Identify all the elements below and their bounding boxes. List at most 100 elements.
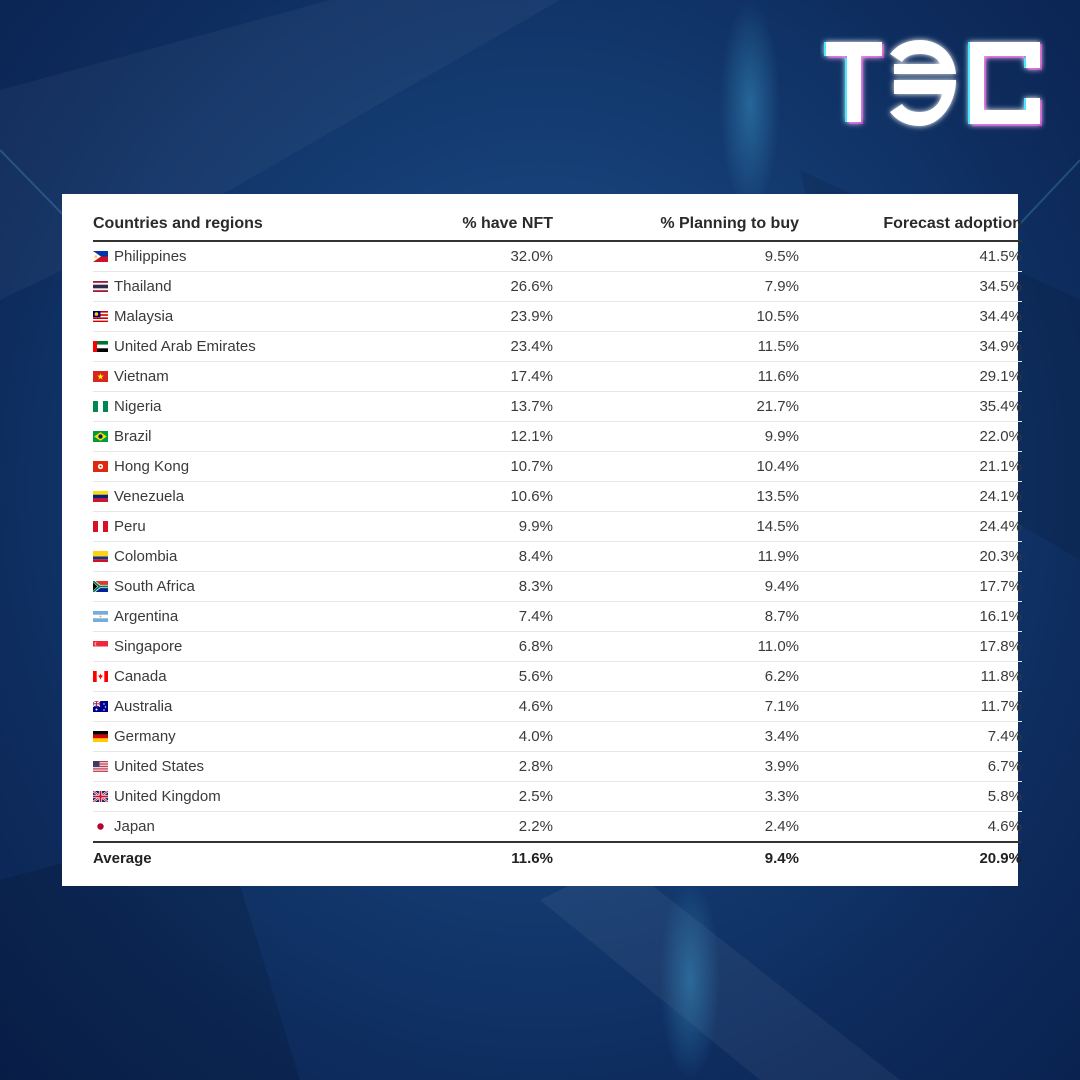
country-name: Peru [114, 518, 146, 535]
forecast-adoption-cell: 29.1% [799, 361, 1022, 392]
forecast-adoption-cell: 21.1% [799, 451, 1022, 482]
hong-kong-flag-icon [93, 461, 108, 472]
country-cell: Colombia [93, 541, 393, 572]
table-row: Hong Kong 10.7% 10.4% 21.1% [93, 451, 1022, 482]
have-nft-cell: 8.4% [393, 541, 553, 572]
planning-to-buy-cell: 11.5% [553, 331, 799, 362]
header-forecast-adoption: Forecast adoption [799, 208, 1022, 242]
country-name: Vietnam [114, 368, 169, 385]
table-row: Malaysia 23.9% 10.5% 34.4% [93, 301, 1022, 332]
country-name: Canada [114, 668, 167, 685]
table-row: United States 2.8% 3.9% 6.7% [93, 751, 1022, 782]
planning-to-buy-cell: 9.5% [553, 241, 799, 272]
australia-flag-icon [93, 701, 108, 712]
average-planning-to-buy: 9.4% [553, 841, 799, 873]
country-name: Australia [114, 698, 173, 715]
forecast-adoption-cell: 16.1% [799, 601, 1022, 632]
country-name: Thailand [114, 278, 172, 295]
forecast-adoption-cell: 5.8% [799, 781, 1022, 812]
have-nft-cell: 10.6% [393, 481, 553, 512]
planning-to-buy-cell: 9.9% [553, 421, 799, 452]
have-nft-cell: 5.6% [393, 661, 553, 692]
planning-to-buy-cell: 21.7% [553, 391, 799, 422]
table-row: Canada 5.6% 6.2% 11.8% [93, 661, 1022, 692]
nft-adoption-table: Countries and regions % have NFT % Plann… [93, 208, 1022, 873]
japan-flag-icon [93, 821, 108, 832]
forecast-adoption-cell: 34.5% [799, 271, 1022, 302]
planning-to-buy-cell: 3.4% [553, 721, 799, 752]
country-name: Malaysia [114, 308, 174, 325]
planning-to-buy-cell: 13.5% [553, 481, 799, 512]
south-africa-flag-icon [93, 581, 108, 592]
table-row: United Kingdom 2.5% 3.3% 5.8% [93, 781, 1022, 812]
country-name: Brazil [114, 428, 152, 445]
forecast-adoption-cell: 11.7% [799, 691, 1022, 722]
header-countries: Countries and regions [93, 208, 393, 242]
table-row: Thailand 26.6% 7.9% 34.5% [93, 271, 1022, 302]
country-name: United Kingdom [114, 788, 221, 805]
table-row: Australia 4.6% 7.1% 11.7% [93, 691, 1022, 722]
brazil-flag-icon [93, 431, 108, 442]
country-cell: Vietnam [93, 361, 393, 392]
nigeria-flag-icon [93, 401, 108, 412]
have-nft-cell: 9.9% [393, 511, 553, 542]
table-row: Singapore 6.8% 11.0% 17.8% [93, 631, 1022, 662]
table-row: South Africa 8.3% 9.4% 17.7% [93, 571, 1022, 602]
have-nft-cell: 26.6% [393, 271, 553, 302]
average-forecast-adoption: 20.9% [799, 841, 1022, 873]
planning-to-buy-cell: 3.3% [553, 781, 799, 812]
venezuela-flag-icon [93, 491, 108, 502]
singapore-flag-icon [93, 641, 108, 652]
have-nft-cell: 13.7% [393, 391, 553, 422]
forecast-adoption-cell: 17.7% [799, 571, 1022, 602]
forecast-adoption-cell: 17.8% [799, 631, 1022, 662]
have-nft-cell: 23.9% [393, 301, 553, 332]
average-row: Average 11.6% 9.4% 20.9% [93, 841, 1022, 873]
table-row: Peru 9.9% 14.5% 24.4% [93, 511, 1022, 542]
forecast-adoption-cell: 7.4% [799, 721, 1022, 752]
country-cell: Nigeria [93, 391, 393, 422]
planning-to-buy-cell: 7.9% [553, 271, 799, 302]
have-nft-cell: 4.6% [393, 691, 553, 722]
thailand-flag-icon [93, 281, 108, 292]
country-cell: Hong Kong [93, 451, 393, 482]
average-have-nft: 11.6% [393, 841, 553, 873]
forecast-adoption-cell: 11.8% [799, 661, 1022, 692]
planning-to-buy-cell: 11.0% [553, 631, 799, 662]
germany-flag-icon [93, 731, 108, 742]
country-name: Hong Kong [114, 458, 190, 475]
forecast-adoption-cell: 20.3% [799, 541, 1022, 572]
country-cell: Japan [93, 811, 393, 843]
country-cell: United States [93, 751, 393, 782]
country-cell: Singapore [93, 631, 393, 662]
header-have-nft: % have NFT [393, 208, 553, 242]
forecast-adoption-cell: 24.4% [799, 511, 1022, 542]
planning-to-buy-cell: 3.9% [553, 751, 799, 782]
country-cell: United Kingdom [93, 781, 393, 812]
country-cell: Brazil [93, 421, 393, 452]
forecast-adoption-cell: 34.9% [799, 331, 1022, 362]
table-row: Germany 4.0% 3.4% 7.4% [93, 721, 1022, 752]
planning-to-buy-cell: 2.4% [553, 811, 799, 843]
country-name: Colombia [114, 548, 178, 565]
table-row: Venezuela 10.6% 13.5% 24.1% [93, 481, 1022, 512]
table-row: Philippines 32.0% 9.5% 41.5% [93, 241, 1022, 272]
united-kingdom-flag-icon [93, 791, 108, 802]
planning-to-buy-cell: 7.1% [553, 691, 799, 722]
country-cell: Germany [93, 721, 393, 752]
have-nft-cell: 4.0% [393, 721, 553, 752]
planning-to-buy-cell: 11.9% [553, 541, 799, 572]
planning-to-buy-cell: 10.4% [553, 451, 799, 482]
have-nft-cell: 17.4% [393, 361, 553, 392]
country-name: Japan [114, 818, 155, 835]
country-name: Philippines [114, 248, 187, 265]
country-cell: Thailand [93, 271, 393, 302]
country-cell: Canada [93, 661, 393, 692]
have-nft-cell: 32.0% [393, 241, 553, 272]
planning-to-buy-cell: 9.4% [553, 571, 799, 602]
country-cell: Peru [93, 511, 393, 542]
table-header-row: Countries and regions % have NFT % Plann… [93, 208, 1022, 242]
have-nft-cell: 8.3% [393, 571, 553, 602]
country-cell: Venezuela [93, 481, 393, 512]
country-cell: Philippines [93, 241, 393, 272]
